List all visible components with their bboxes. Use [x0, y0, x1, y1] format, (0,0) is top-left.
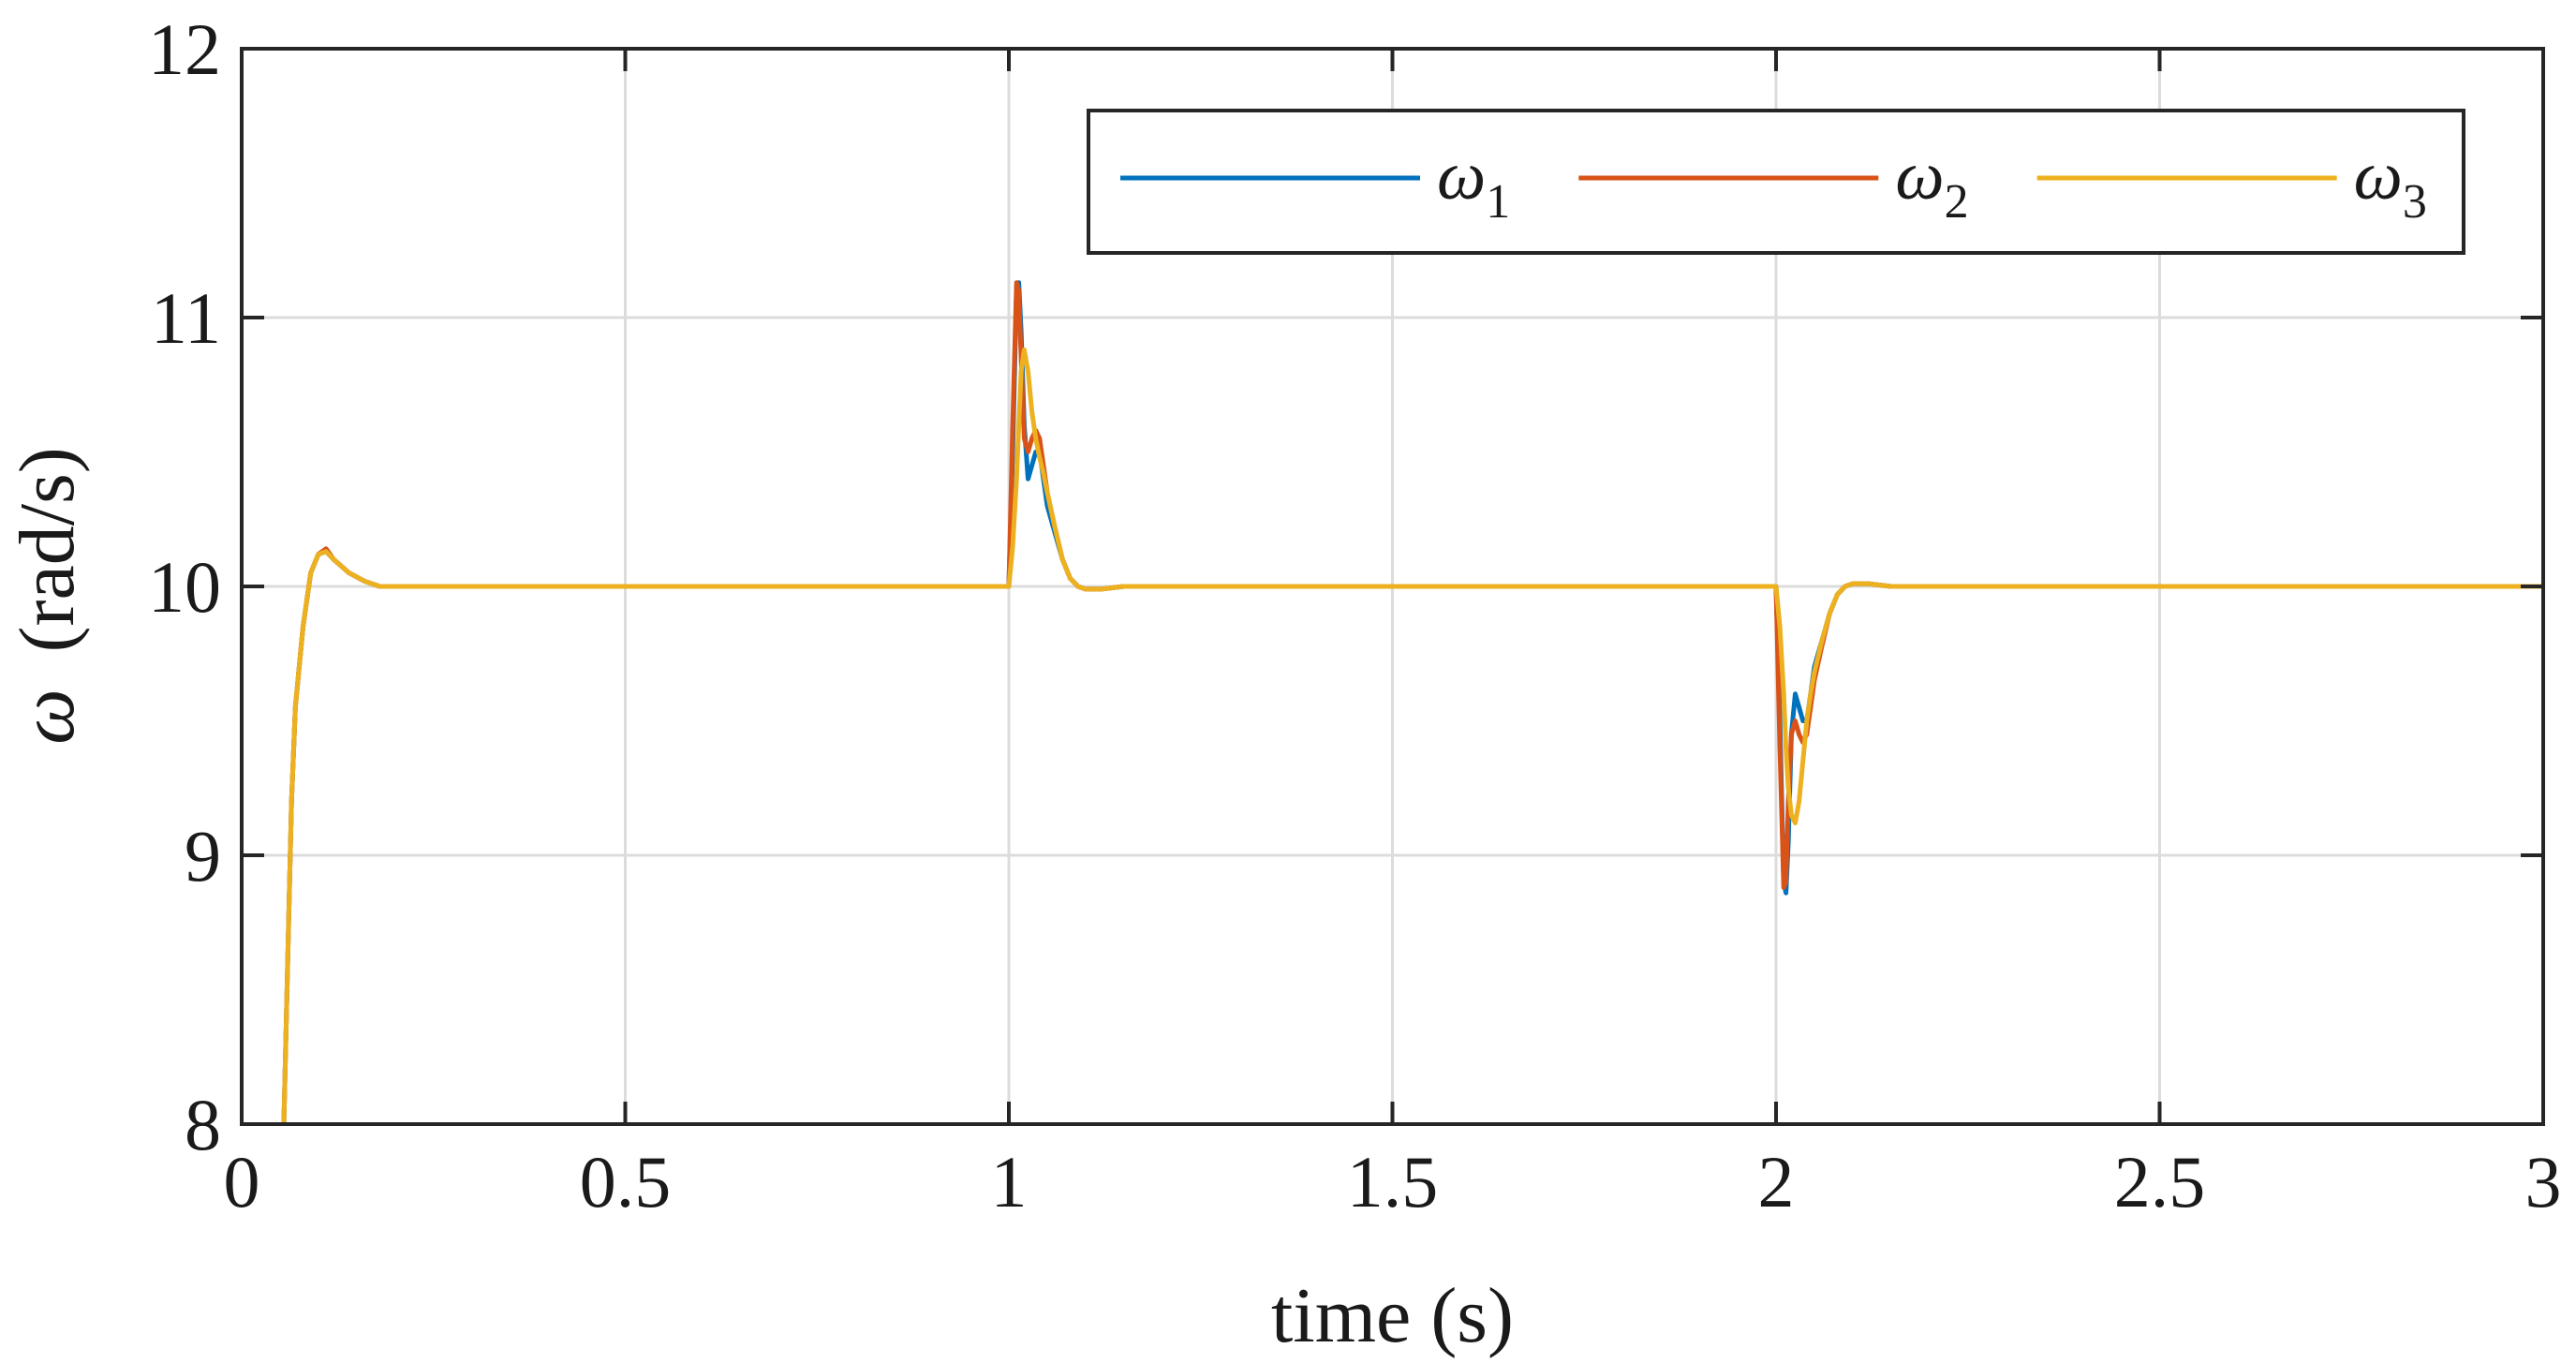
y-axis-symbol: ω: [4, 689, 91, 744]
legend-box: [1087, 109, 2465, 255]
x-axis-label: time (s): [1271, 1272, 1514, 1359]
y-tick-label: 9: [185, 815, 221, 896]
legend-subscript: 2: [1945, 175, 1969, 229]
y-tick-label: 8: [185, 1084, 221, 1165]
legend-subscript: 3: [2403, 175, 2427, 229]
legend-label-1: ω1: [1437, 138, 1510, 229]
x-tick-label: 0.5: [580, 1141, 672, 1222]
x-tick-label: 1: [991, 1141, 1028, 1222]
y-axis-label: ω (rad/s): [4, 447, 91, 745]
legend-symbol: ω: [1437, 138, 1486, 215]
x-tick-label: 0: [224, 1141, 260, 1222]
x-tick-label: 2.5: [2114, 1141, 2206, 1222]
x-tick-label: 2: [1758, 1141, 1795, 1222]
y-tick-label: 10: [148, 546, 221, 628]
x-tick-label: 1.5: [1347, 1141, 1439, 1222]
legend-symbol: ω: [2354, 138, 2403, 215]
x-tick-label: 3: [2525, 1141, 2562, 1222]
y-tick-label: 11: [151, 277, 221, 359]
y-tick-label: 12: [148, 8, 221, 90]
series-lines: [281, 280, 2543, 1124]
legend-subscript: 1: [1486, 175, 1510, 229]
y-axis-unit: (rad/s): [4, 447, 91, 652]
legend-symbol: ω: [1895, 138, 1944, 215]
legend-label-3: ω3: [2354, 138, 2427, 229]
series-line-3: [281, 347, 2543, 1124]
legend-label-2: ω2: [1895, 138, 1968, 229]
legend: ω1 ω2 ω3: [1087, 109, 2465, 255]
